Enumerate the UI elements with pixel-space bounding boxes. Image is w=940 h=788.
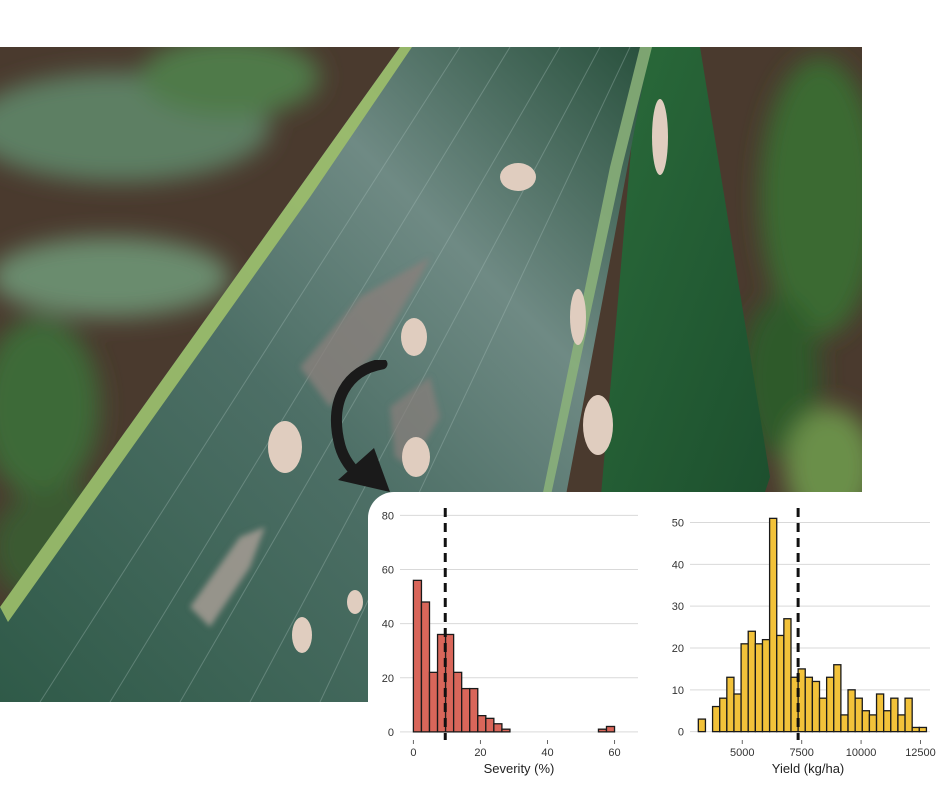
severity-bar [420,601,431,733]
yield-bar [697,718,707,733]
yield-y-tick-label: 50 [672,518,684,530]
severity-bar [485,717,495,733]
yield-bar [719,697,728,733]
yield-y-tick-label: 20 [672,643,684,655]
yield-y-tick-label: 0 [678,727,684,739]
severity-x-tick-label: 60 [608,747,620,759]
yield-bar [825,676,835,733]
severity-y-tick-label: 40 [382,619,394,631]
yield-bar [904,697,913,733]
severity-bars [412,579,616,733]
yield-bar [733,693,742,733]
severity-x-ticks: 0 20 40 60 [410,740,621,759]
yield-bar [811,680,821,733]
yield-bar [804,676,814,733]
yield-histogram: 0 10 20 30 40 50 5000 7500 10000 12500 Yield (kg… [672,508,936,776]
yield-bar [883,710,892,733]
severity-x-axis-title: Severity (%) [484,761,555,776]
yield-x-tick-label: 10000 [846,747,877,759]
yield-x-tick-label: 5000 [730,747,754,759]
leaf-photo [0,47,862,702]
severity-histogram: 0 20 40 60 80 0 20 40 60 Severity (%) [382,508,638,776]
yield-bar [726,676,735,733]
severity-y-tick-label: 60 [382,565,394,577]
severity-bar [597,728,608,733]
severity-bar [428,671,439,733]
yield-bar [711,705,721,733]
yield-bar [818,697,828,733]
inset-panel [368,492,940,788]
severity-x-tick-label: 40 [541,747,553,759]
yield-bar [747,630,756,733]
yield-bar [918,726,928,733]
severity-y-tick-label: 80 [382,510,394,522]
yield-bar [768,517,778,733]
yield-bar [840,714,849,733]
yield-bar [740,643,749,733]
yield-bar [776,634,785,733]
curved-arrow-icon [331,360,390,492]
yield-bar [761,638,771,733]
severity-bar [501,728,511,733]
yield-bar [911,726,920,733]
yield-bar [868,714,878,733]
yield-x-tick-label: 12500 [905,747,936,759]
severity-bar [493,723,503,733]
yield-bars [697,517,928,733]
yield-y-ticks: 0 10 20 30 40 50 [672,518,684,739]
severity-x-tick-label: 20 [474,747,486,759]
yield-bar [897,714,906,733]
yield-y-tick-label: 30 [672,601,684,613]
severity-y-ticks: 0 20 40 60 80 [382,510,394,738]
severity-bar [469,687,479,733]
yield-bar [890,697,899,733]
severity-bar [477,714,487,733]
severity-bar [412,579,423,733]
severity-y-tick-label: 0 [388,727,394,739]
yield-x-tick-label: 7500 [789,747,813,759]
yield-bar [847,689,856,733]
severity-y-tick-label: 20 [382,673,394,685]
yield-x-axis-title: Yield (kg/ha) [772,761,845,776]
severity-x-tick-label: 0 [410,747,416,759]
severity-bar [605,725,616,733]
yield-y-tick-label: 40 [672,559,684,571]
severity-bar [444,633,455,733]
severity-bar [461,687,471,733]
yield-y-tick-label: 10 [672,685,684,697]
yield-bar [854,697,863,733]
yield-bar [754,643,764,733]
yield-bar [833,664,842,733]
yield-bar [875,693,885,733]
severity-bar [452,671,463,733]
yield-bar [861,710,871,733]
yield-x-ticks: 5000 7500 10000 12500 [730,740,936,759]
yield-bar [783,618,792,733]
